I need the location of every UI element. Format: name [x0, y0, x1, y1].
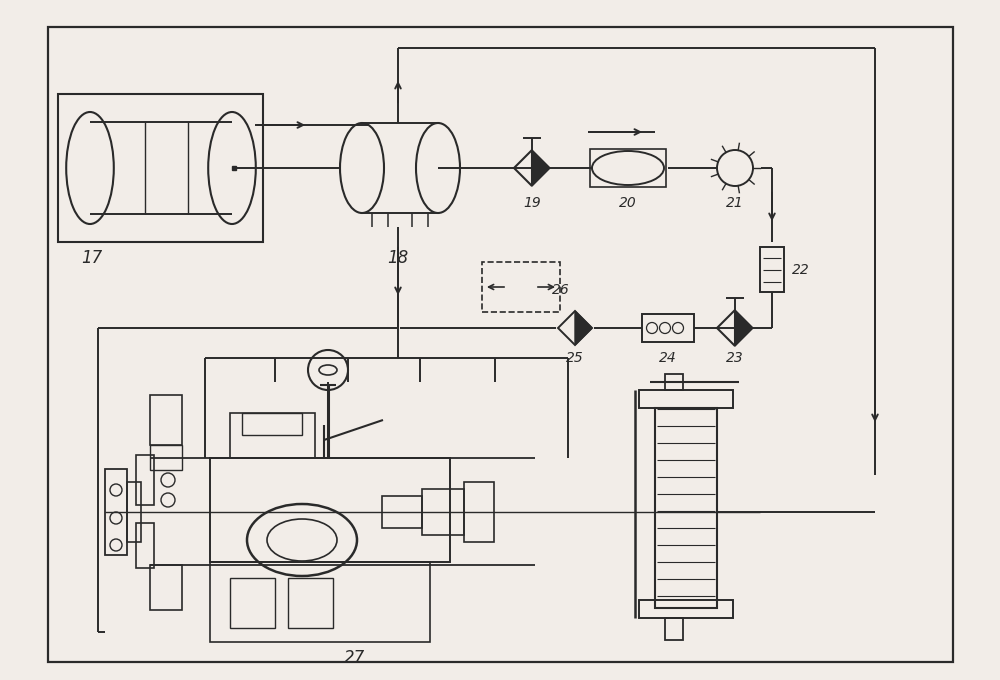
Ellipse shape — [340, 123, 384, 213]
Bar — [210, 458, 450, 562]
Ellipse shape — [208, 112, 256, 224]
Bar — [464, 482, 494, 542]
Bar — [655, 408, 717, 608]
Bar — [242, 413, 302, 435]
Bar — [230, 578, 275, 628]
Text: 21: 21 — [726, 196, 744, 210]
Bar — [150, 445, 182, 470]
Bar — [58, 94, 263, 242]
Bar — [127, 482, 141, 542]
Ellipse shape — [416, 123, 460, 213]
Text: 20: 20 — [619, 196, 637, 210]
Bar — [760, 247, 784, 292]
Bar — [288, 578, 333, 628]
Text: 25: 25 — [566, 351, 584, 365]
Polygon shape — [735, 310, 753, 346]
Bar — [210, 562, 430, 642]
Bar — [639, 390, 733, 408]
Polygon shape — [532, 150, 550, 186]
Bar — [136, 455, 154, 505]
Bar — [482, 262, 560, 312]
Bar — [639, 600, 733, 618]
Bar — [665, 374, 683, 390]
Bar — [150, 565, 182, 610]
Polygon shape — [575, 311, 592, 345]
Bar — [105, 469, 127, 555]
Text: 24: 24 — [659, 351, 677, 365]
Text: 22: 22 — [792, 263, 810, 277]
Bar — [665, 618, 683, 640]
Bar — [230, 413, 315, 458]
Bar — [590, 149, 666, 187]
Bar — [382, 496, 422, 528]
Text: 27: 27 — [344, 649, 366, 667]
Bar — [642, 314, 694, 342]
Text: 23: 23 — [726, 351, 744, 365]
Text: 19: 19 — [523, 196, 541, 210]
Bar — [422, 489, 464, 535]
Text: 18: 18 — [387, 249, 409, 267]
Bar — [150, 395, 182, 445]
Text: 26: 26 — [552, 283, 570, 297]
Ellipse shape — [66, 112, 114, 224]
Text: 17: 17 — [81, 249, 103, 267]
Bar — [136, 523, 154, 568]
